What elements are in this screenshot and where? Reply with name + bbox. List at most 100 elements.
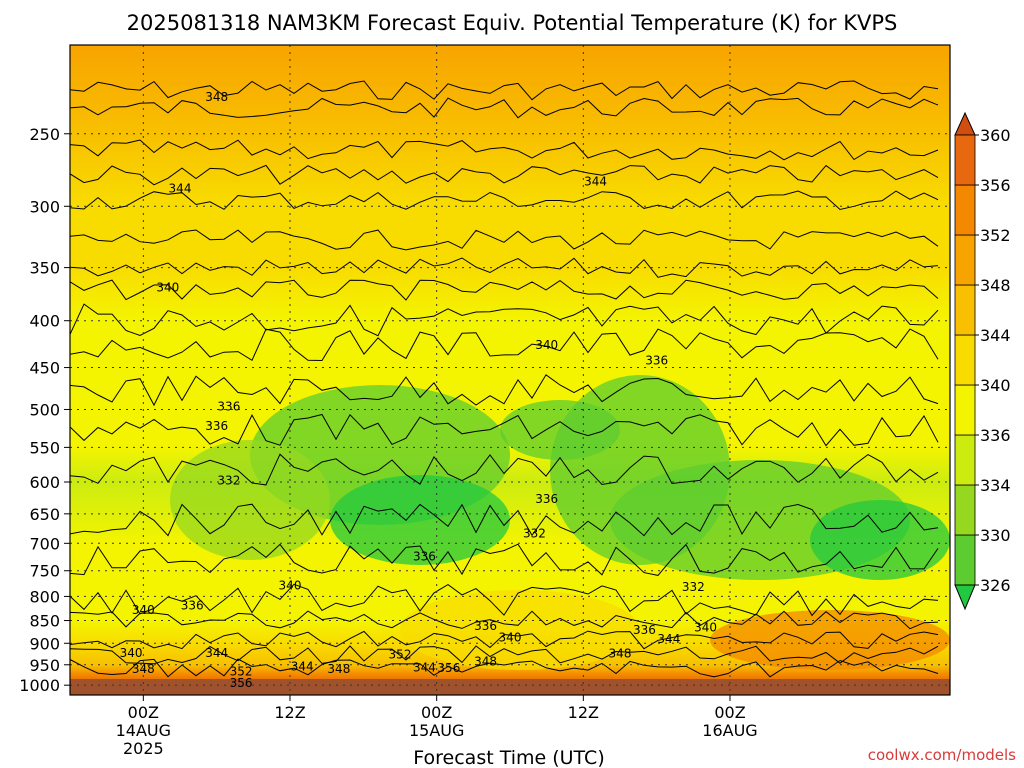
- contour-label: 336: [217, 399, 240, 413]
- contour-label: 336: [474, 619, 497, 633]
- colorbar-top-arrow: [954, 111, 976, 136]
- colorbar-label: 330: [980, 526, 1011, 545]
- contour-line: [70, 229, 939, 251]
- contour-label: 332: [682, 580, 705, 594]
- contour-line: [70, 503, 939, 537]
- contour-label: 356: [437, 661, 460, 675]
- colorbar-label: 326: [980, 576, 1011, 595]
- contour-label: 352: [389, 648, 412, 662]
- contour-label: 336: [181, 598, 204, 612]
- contour-line: [70, 658, 939, 678]
- y-tick-label: 700: [29, 534, 60, 553]
- contour-label: 348: [474, 654, 497, 668]
- contour-line: [70, 303, 939, 337]
- y-tick-label: 250: [29, 125, 60, 144]
- contour-lines: [70, 80, 939, 678]
- x-tick-label: 12Z: [568, 703, 599, 722]
- contour-label: 344: [291, 659, 314, 673]
- colorbar-swatch: [954, 284, 976, 336]
- contour-line: [70, 645, 939, 665]
- contour-label: 336: [535, 492, 558, 506]
- contour-line: [70, 374, 939, 407]
- colorbar-label: 348: [980, 276, 1011, 295]
- colorbar-swatch: [954, 534, 976, 586]
- contour-line: [70, 279, 939, 301]
- y-tick-label: 600: [29, 473, 60, 492]
- colorbar-label: 360: [980, 126, 1011, 145]
- contour-label: 344: [657, 632, 680, 646]
- field-patch: [810, 500, 950, 580]
- contour-label: 352: [230, 664, 253, 678]
- plot-frame: [69, 44, 951, 696]
- contour-label: 356: [230, 676, 253, 690]
- contour-line: [70, 543, 939, 576]
- y-tick-label: 800: [29, 587, 60, 606]
- contour-label: 348: [205, 90, 228, 104]
- contour-label: 340: [535, 338, 558, 352]
- contour-label: 332: [217, 474, 240, 488]
- y-tick-label: 400: [29, 312, 60, 331]
- y-tick-label: 350: [29, 259, 60, 278]
- contour-line: [70, 257, 939, 278]
- colorbar-swatch: [954, 434, 976, 486]
- y-tick-label: 850: [29, 612, 60, 631]
- contour-label: 336: [633, 623, 656, 637]
- y-tick-label: 750: [29, 562, 60, 581]
- x-tick-label: 16AUG: [702, 721, 757, 740]
- contour-line: [70, 97, 939, 119]
- colorbar-swatch: [954, 234, 976, 286]
- y-tick-label: 450: [29, 359, 60, 378]
- contour-line: [70, 630, 939, 650]
- colorbar-swatch: [954, 134, 976, 186]
- contour-label: 340: [499, 630, 522, 644]
- contour-line: [70, 164, 939, 186]
- plot-background: [70, 45, 950, 695]
- colorbar-label: 336: [980, 426, 1011, 445]
- colorbar: 326 330 334 336 340 344 348 352 356 360: [954, 111, 1011, 611]
- contour-line: [70, 190, 939, 211]
- contour-label: 340: [120, 646, 143, 660]
- contour-label: 344: [413, 660, 436, 674]
- colorbar-swatch: [954, 484, 976, 536]
- colorbar-label: 334: [980, 476, 1011, 495]
- x-tick-label: 14AUG: [116, 721, 171, 740]
- contour-line: [70, 139, 939, 161]
- y-tick-label: 550: [29, 438, 60, 457]
- colorbar-swatch: [954, 384, 976, 436]
- field-patch: [400, 590, 640, 670]
- contour-line: [70, 583, 939, 617]
- contour-label: 332: [523, 527, 546, 541]
- contour-label: 348: [327, 662, 350, 676]
- contour-label: 340: [694, 620, 717, 634]
- colorbar-bottom-arrow: [954, 584, 976, 611]
- contour-line: [70, 413, 939, 447]
- field-patch: [710, 610, 950, 670]
- contour-label: 348: [609, 647, 632, 661]
- y-tick-label: 1000: [19, 676, 60, 695]
- contour-line: [70, 610, 939, 630]
- field-patch: [170, 440, 330, 560]
- colorbar-label: 344: [980, 326, 1011, 345]
- contour-label: 340: [279, 578, 302, 592]
- field-patches: [170, 375, 950, 670]
- x-tick-label: 00Z: [128, 703, 159, 722]
- contour-label: 340: [156, 281, 179, 295]
- x-tick-label: 00Z: [714, 703, 745, 722]
- colorbar-label: 356: [980, 176, 1011, 195]
- y-tick-label: 300: [29, 197, 60, 216]
- contour-label: 336: [413, 550, 436, 564]
- y-axis: 250 300 350 400 450 500 550 600 650 700 750 800 850 9…: [19, 125, 70, 695]
- contour-line: [70, 453, 939, 486]
- x-axis-label: Forecast Time (UTC): [413, 747, 604, 768]
- contour-label: 348: [132, 662, 155, 676]
- colorbar-label: 340: [980, 376, 1011, 395]
- contour-label: 336: [205, 419, 228, 433]
- y-tick-label: 500: [29, 400, 60, 419]
- colorbar-swatch: [954, 184, 976, 236]
- colorbar-swatch: [954, 334, 976, 386]
- y-tick-label: 950: [29, 656, 60, 675]
- x-tick-label: 12Z: [274, 703, 305, 722]
